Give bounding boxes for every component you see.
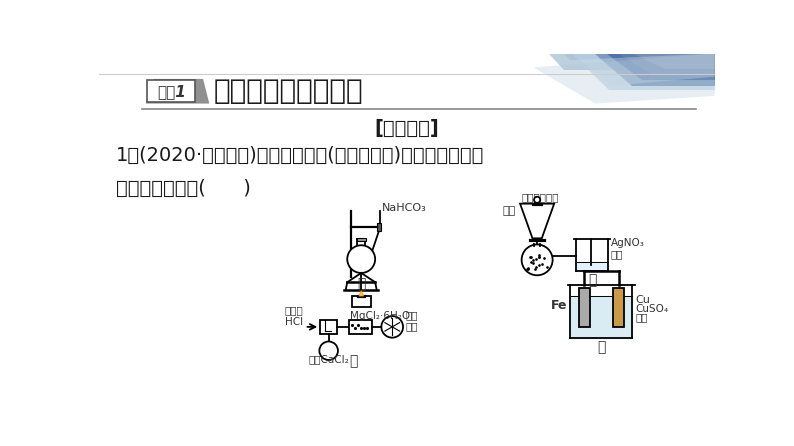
Circle shape [522,244,553,275]
Text: 1．(2020·山东高考)利用下列装置(夹持装置略)进行实验，能达: 1．(2020·山东高考)利用下列装置(夹持装置略)进行实验，能达 [116,146,484,165]
Text: 干燥的
HCl: 干燥的 HCl [284,306,303,327]
Polygon shape [580,54,715,86]
Bar [579,289,590,327]
Text: AgNO₃
溶液: AgNO₃ 溶液 [611,238,645,259]
Circle shape [534,197,540,203]
Text: Cu: Cu [635,295,650,305]
Bar [148,80,195,102]
Text: 丁: 丁 [597,341,606,355]
Circle shape [319,342,338,360]
Circle shape [347,245,375,273]
Text: 乙: 乙 [588,274,596,288]
Polygon shape [534,54,715,103]
Polygon shape [634,54,715,69]
Text: 尾气
处理: 尾气 处理 [406,310,418,331]
Polygon shape [520,204,554,238]
Text: 铁粉: 铁粉 [502,206,515,216]
Text: [以练带忆]: [以练带忆] [375,119,439,138]
Text: Fe: Fe [551,299,568,312]
Bar [613,289,624,327]
Bar [376,223,381,231]
Polygon shape [146,79,210,103]
Bar [352,296,371,307]
Bar [349,320,372,334]
Text: 无水CaCl₂: 无水CaCl₂ [308,355,349,364]
Text: 溶液: 溶液 [635,313,648,322]
Polygon shape [549,54,715,70]
Text: 到实验目的的是(      ): 到实验目的的是( ) [116,179,251,198]
Bar [148,82,194,100]
Text: 化学实验方案的设计: 化学实验方案的设计 [214,77,364,105]
Polygon shape [607,54,715,80]
Text: CuSO₄: CuSO₄ [635,304,669,314]
Text: 苯、溴混合液: 苯、溴混合液 [522,193,559,202]
Polygon shape [572,54,715,91]
Text: 甲: 甲 [357,277,365,292]
Polygon shape [565,54,715,60]
Polygon shape [359,291,364,296]
Text: 丙: 丙 [349,355,358,368]
Text: NaHCO₃: NaHCO₃ [382,202,427,213]
Text: 基础1: 基础1 [157,84,186,99]
Bar [320,320,337,334]
Text: MgCl₂·6H₂O: MgCl₂·6H₂O [350,311,410,321]
Circle shape [381,316,403,338]
Polygon shape [619,54,715,75]
Bar [357,238,366,241]
Polygon shape [596,54,715,86]
